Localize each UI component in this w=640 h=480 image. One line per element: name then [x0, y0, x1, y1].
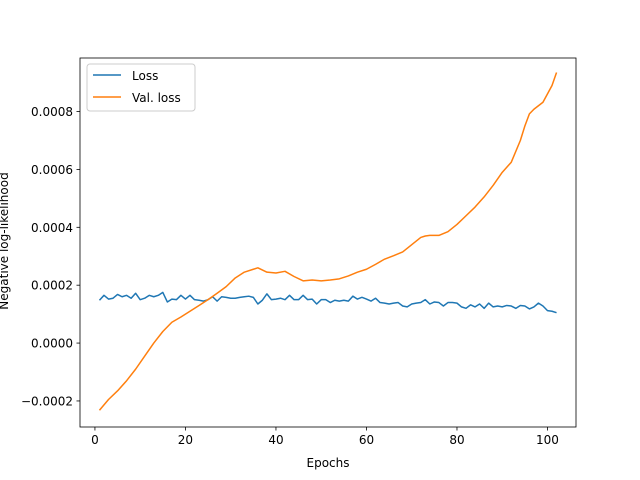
x-axis-label: Epochs [307, 456, 350, 470]
legend-label-val-loss: Val. loss [132, 91, 181, 105]
legend: Loss Val. loss [86, 63, 196, 112]
x-tick-label: 20 [178, 433, 193, 447]
y-axis-label: Negative log-likelihood [0, 172, 11, 309]
y-tick-label: 0.0002 [31, 279, 73, 293]
y-tick-label: −0.0002 [21, 394, 73, 408]
x-tick-label: 40 [268, 433, 283, 447]
y-tick-label: 0.0000 [31, 337, 73, 351]
y-tick-label: 0.0004 [31, 221, 73, 235]
legend-label-loss: Loss [132, 69, 158, 83]
plot-area: 0 20 40 60 80 100 −0.0002 0.0000 0.0002 0.0004 0.0… [21, 57, 577, 447]
x-tick-label: 60 [359, 433, 374, 447]
x-tick-label: 0 [91, 433, 99, 447]
axes-frame [79, 57, 577, 428]
x-tick-label: 100 [536, 433, 559, 447]
series-line-val-loss [98, 72, 558, 411]
x-tick-label: 80 [449, 433, 464, 447]
series-line-loss [98, 291, 557, 314]
y-tick-label: 0.0008 [31, 105, 73, 119]
y-tick-label: 0.0006 [31, 163, 73, 177]
